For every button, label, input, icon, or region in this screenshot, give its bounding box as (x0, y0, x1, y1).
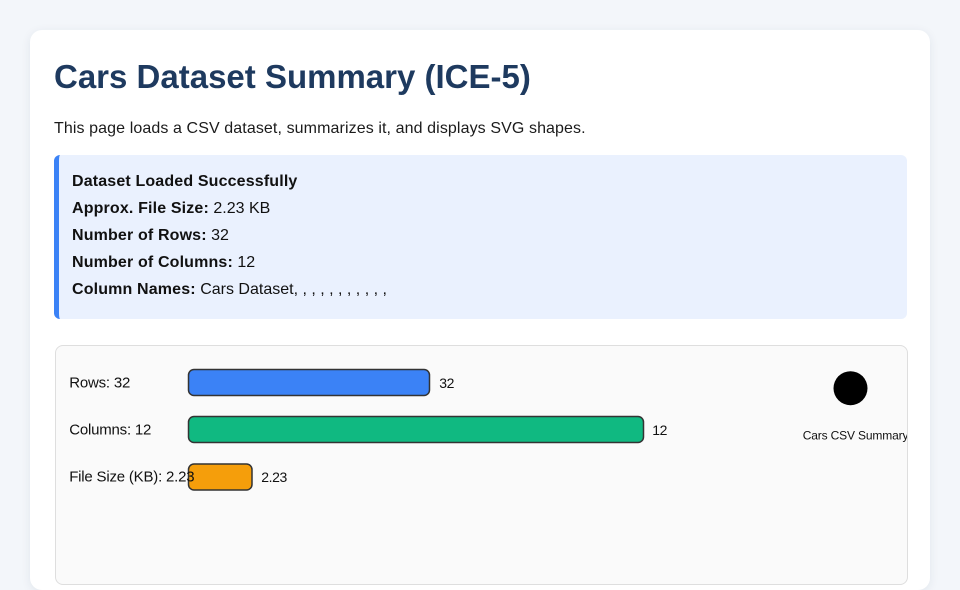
svg-text:Cars CSV Summary: Cars CSV Summary (802, 428, 906, 442)
svg-text:12: 12 (652, 422, 667, 438)
svg-text:File Size (KB): 2.23: File Size (KB): 2.23 (69, 468, 194, 485)
svg-text:Columns: 12: Columns: 12 (69, 421, 151, 438)
svg-text:32: 32 (439, 375, 454, 391)
svg-text:Rows: 32: Rows: 32 (69, 374, 130, 391)
svg-text:2.23: 2.23 (261, 469, 287, 485)
